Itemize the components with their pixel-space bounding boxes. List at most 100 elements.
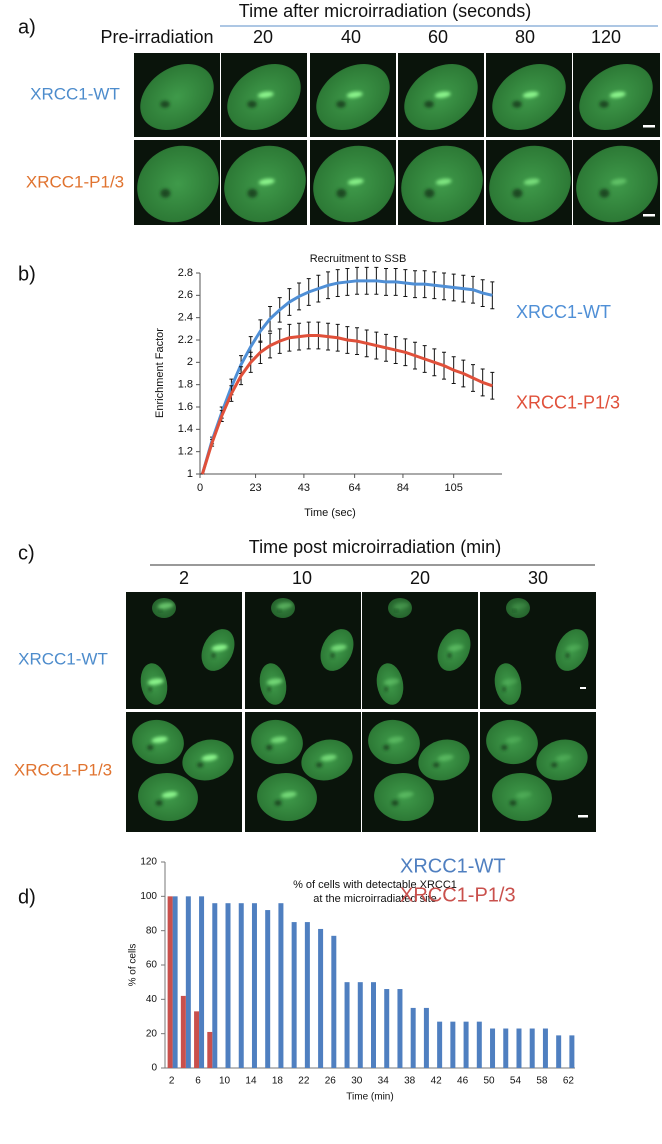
cell-nucleus: [137, 145, 219, 223]
nucleolus: [424, 100, 434, 108]
nucleolus: [599, 188, 610, 198]
nucleolus: [394, 609, 398, 612]
x-tick-label: 30: [351, 1076, 363, 1087]
nucleolus: [599, 100, 609, 108]
nucleolus: [197, 762, 204, 768]
nucleolus: [424, 188, 435, 198]
legend-label: XRCC1-WT: [400, 855, 506, 877]
damage-spot: [161, 791, 178, 798]
damage-spot: [270, 736, 287, 743]
bar: [291, 922, 297, 1068]
bar: [357, 982, 363, 1068]
x-tick-label: 64: [348, 482, 360, 494]
scale-bar: [580, 687, 586, 689]
damage-spot: [515, 791, 532, 798]
column-label: 10: [292, 568, 312, 588]
damage-spot: [320, 754, 337, 761]
x-tick-label: 54: [510, 1076, 522, 1087]
nucleolus: [447, 652, 452, 659]
damage-spot: [258, 178, 275, 185]
nucleolus: [148, 686, 152, 692]
damage-spot: [387, 736, 404, 743]
bar: [344, 982, 350, 1068]
bar: [529, 1028, 535, 1068]
panel-label: d): [18, 886, 36, 908]
y-tick-label: 1: [187, 468, 193, 480]
y-tick-label: 40: [146, 994, 158, 1005]
nucleolus: [277, 609, 281, 612]
nucleolus: [211, 652, 216, 659]
y-tick-label: 100: [140, 891, 157, 902]
bar: [180, 995, 186, 1068]
y-tick-label: 60: [146, 960, 158, 971]
chart-title: at the microirradiated site: [313, 893, 437, 905]
column-label: 2: [179, 568, 189, 588]
x-tick-label: 23: [249, 482, 261, 494]
nucleolus: [565, 652, 570, 659]
y-tick-label: 80: [146, 925, 158, 936]
bar: [463, 1021, 469, 1068]
y-axis-label: Enrichment Factor: [154, 328, 166, 418]
damage-spot: [435, 178, 452, 185]
damage-spot: [266, 678, 283, 685]
bar: [238, 903, 244, 1068]
y-tick-label: 1.2: [178, 446, 193, 458]
scale-bar: [578, 815, 588, 818]
y-tick-label: 2.6: [178, 289, 193, 301]
nucleolus: [336, 188, 347, 198]
nucleolus: [274, 800, 282, 806]
x-tick-label: 10: [219, 1076, 231, 1087]
bar: [172, 896, 178, 1068]
column-label: 40: [341, 27, 361, 47]
bar: [318, 928, 324, 1068]
nucleolus: [155, 800, 163, 806]
chart-title: Recruitment to SSB: [310, 253, 407, 265]
nucleolus: [512, 100, 522, 108]
row-label: XRCC1-WT: [18, 649, 108, 668]
y-tick-label: 1.8: [178, 379, 193, 391]
row-label: XRCC1-P1/3: [14, 760, 112, 779]
x-tick-label: 18: [272, 1076, 284, 1087]
nucleolus: [512, 188, 523, 198]
legend-label: XRCC1-WT: [516, 302, 611, 322]
nucleolus: [391, 800, 399, 806]
damage-spot: [330, 644, 347, 651]
column-label: 20: [253, 27, 273, 47]
nucleolus: [501, 744, 508, 751]
nucleolus: [384, 686, 388, 692]
x-tick-label: 34: [378, 1076, 390, 1087]
panel-label: a): [18, 16, 36, 38]
bar: [251, 903, 257, 1068]
damage-spot: [276, 602, 293, 609]
x-tick-label: 58: [536, 1076, 548, 1087]
damage-spot: [383, 678, 400, 685]
microscopy-panel-c: [126, 592, 596, 832]
nucleolus: [551, 762, 558, 768]
bar: [194, 1011, 200, 1068]
series-line: [200, 334, 493, 475]
bar: [397, 989, 403, 1068]
damage-spot: [397, 791, 414, 798]
bar: [569, 1035, 575, 1068]
charts: b) Recruitment to SSB Time (sec) Enrichment…: [18, 253, 620, 1103]
damage-spot: [347, 178, 364, 185]
column-label: 80: [515, 27, 535, 47]
nucleolus: [266, 744, 273, 751]
nucleolus: [383, 744, 390, 751]
damage-spot: [447, 644, 464, 651]
panel-label: b): [18, 263, 36, 285]
bar: [167, 896, 173, 1068]
bar: [542, 1028, 548, 1068]
legend-label: XRCC1-P1/3: [400, 884, 516, 906]
nucleolus: [330, 652, 335, 659]
y-tick-label: 2.8: [178, 267, 193, 279]
panel-header: Time post microirradiation (min): [249, 537, 501, 557]
damage-spot: [610, 178, 627, 185]
nucleolus: [160, 100, 170, 108]
damage-spot: [393, 602, 410, 609]
nucleolus: [316, 762, 323, 768]
y-tick-label: 0: [151, 1063, 157, 1074]
bar: [225, 903, 231, 1068]
bar: [199, 896, 205, 1068]
damage-spot: [147, 678, 164, 685]
